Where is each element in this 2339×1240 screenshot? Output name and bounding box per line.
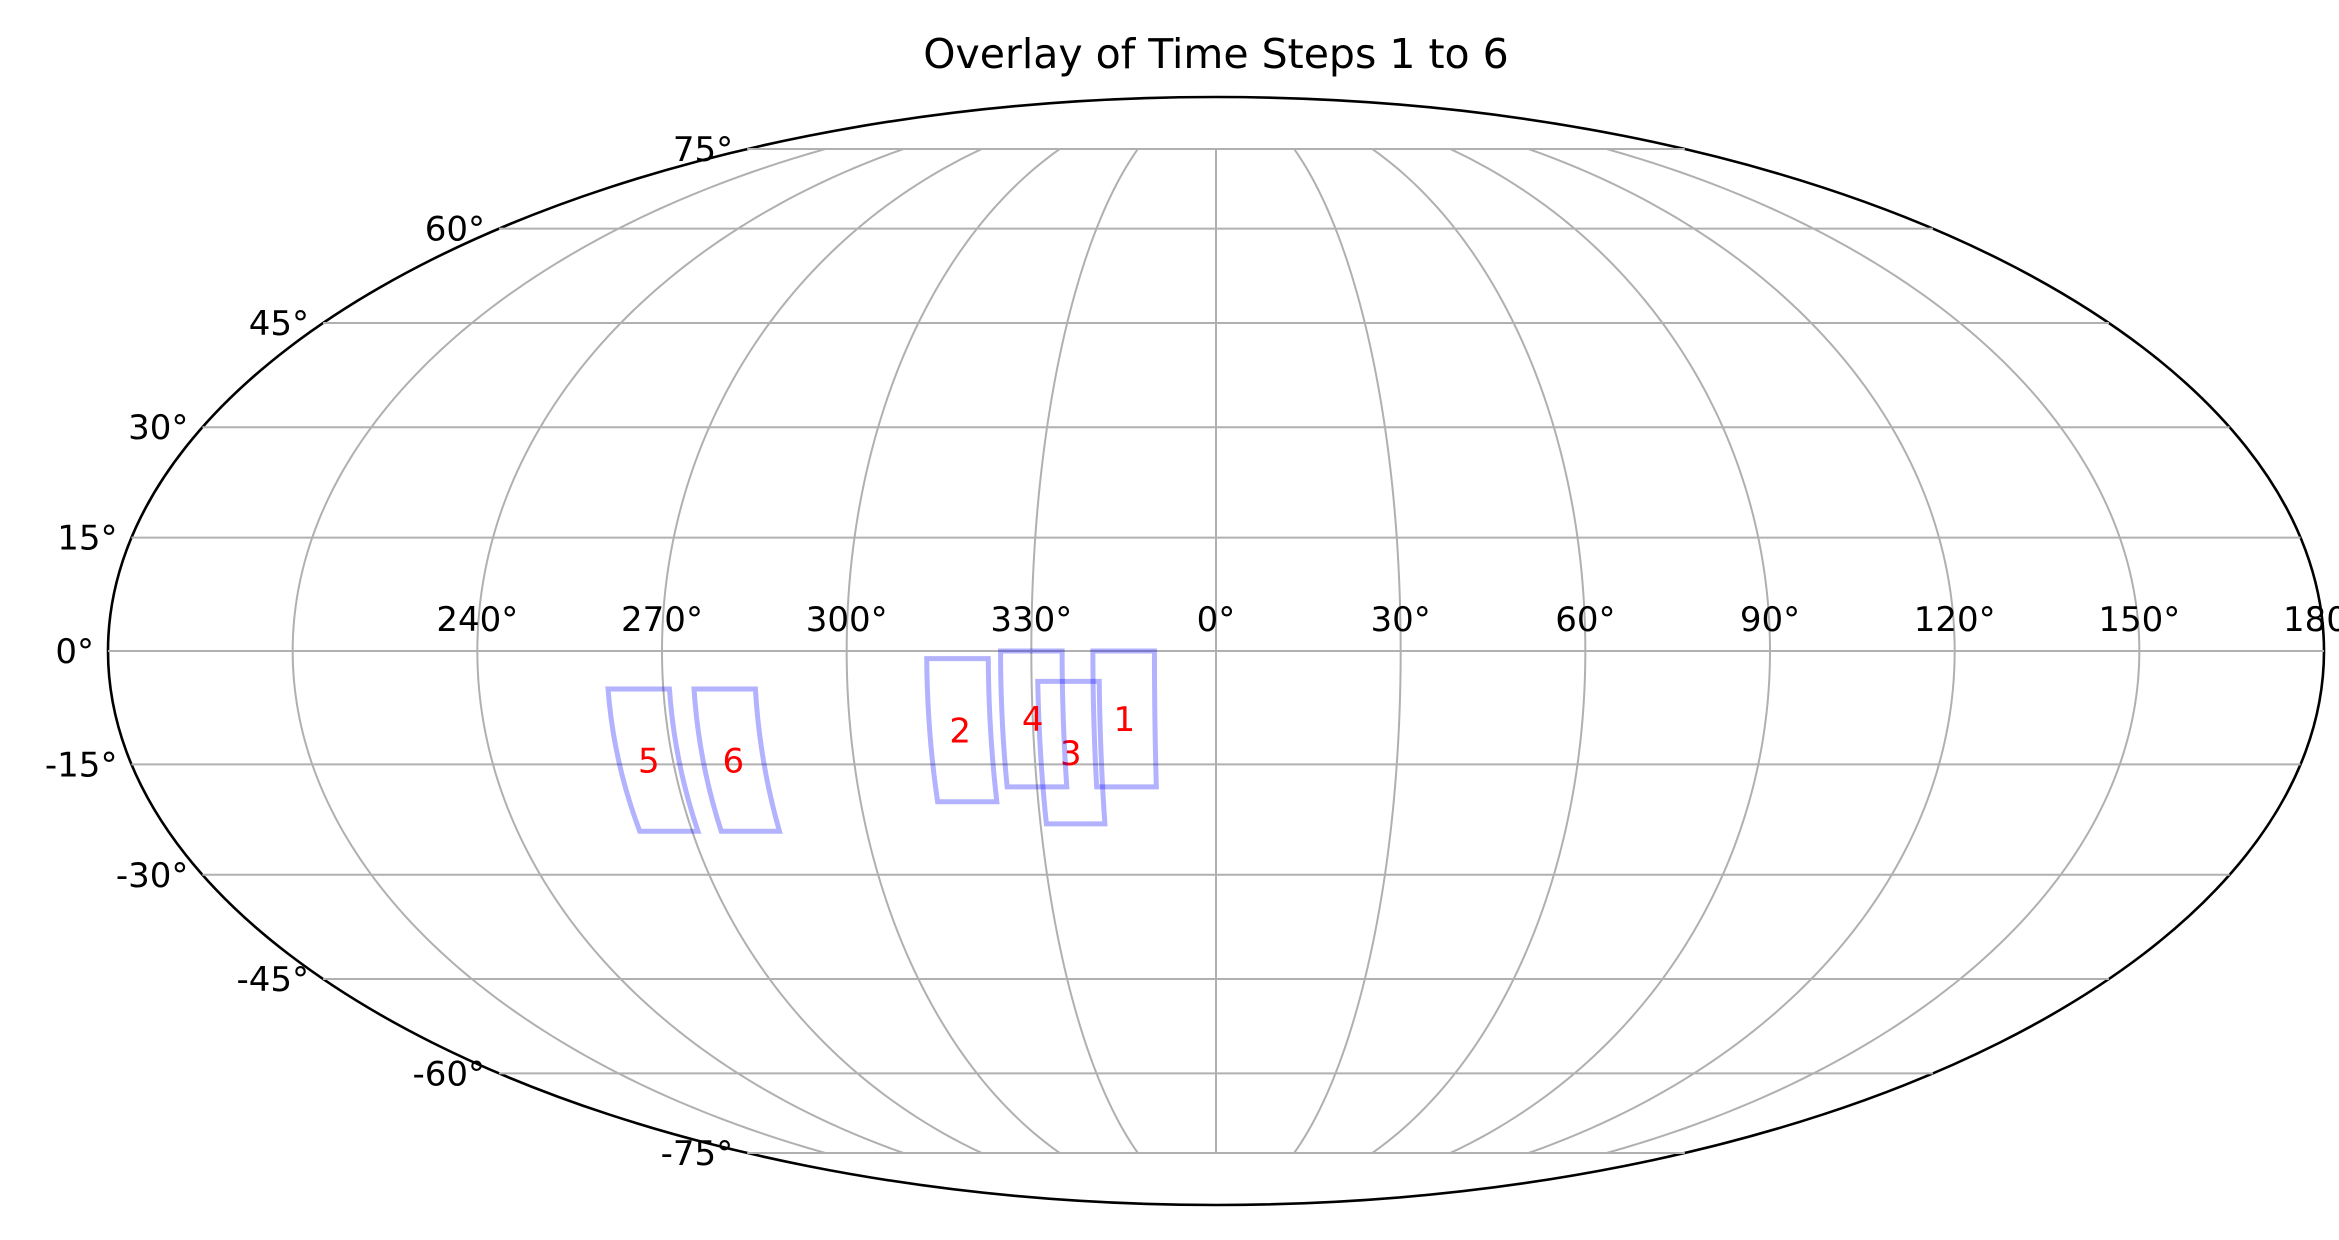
footprints: 1 2 34 5 6 (605, 648, 1159, 834)
graticule (106, 95, 2326, 1207)
x-tick-label: 60° (1555, 600, 1615, 640)
y-tick-label: -60° (412, 1054, 485, 1094)
y-tick-label: -30° (116, 856, 189, 896)
x-tick-label: 330° (990, 600, 1072, 640)
x-tick-label: 0° (1197, 600, 1236, 640)
footprint-3 (1035, 678, 1108, 827)
tick-labels: 240°270°300°330°0°30°60°90°120°150°180°7… (45, 130, 2339, 1174)
chart-title: Overlay of Time Steps 1 to 6 (923, 30, 1509, 78)
footprint-4 (998, 648, 1070, 790)
meridian-line (291, 148, 826, 1154)
x-tick-label: 270° (621, 600, 703, 640)
y-tick-label: 15° (57, 519, 117, 559)
footprint-label-6: 6 (722, 742, 744, 782)
y-tick-label: -75° (661, 1134, 734, 1174)
meridian-line (1449, 148, 1772, 1154)
meridian-line (660, 148, 983, 1154)
footprint-label-5: 5 (638, 742, 660, 782)
y-tick-label: 0° (55, 632, 94, 672)
meridian-line (1293, 148, 1402, 1154)
y-tick-label: 45° (249, 304, 309, 344)
y-tick-label: -45° (237, 960, 310, 1000)
y-tick-label: 30° (128, 408, 188, 448)
footprint-label-1: 1 (1114, 700, 1136, 740)
x-tick-label: 300° (806, 600, 888, 640)
footprint-1 (1090, 648, 1159, 790)
x-tick-label: 30° (1371, 600, 1431, 640)
x-tick-label: 240° (436, 600, 518, 640)
footprint-2 (924, 656, 1000, 805)
footprint-5 (605, 686, 702, 834)
meridian-line (476, 148, 904, 1154)
meridian-line (845, 148, 1061, 1154)
meridian-line (1528, 148, 1956, 1154)
x-tick-label: 150° (2098, 600, 2180, 640)
x-tick-label: 180° (2283, 600, 2339, 640)
meridian-line (1030, 148, 1139, 1154)
footprint-label-3: 3 (1060, 734, 1082, 774)
meridian-line (1606, 148, 2141, 1154)
footprint-label-4: 4 (1022, 700, 1044, 740)
y-tick-label: 75° (673, 130, 733, 170)
footprint-6 (691, 686, 783, 834)
x-tick-label: 90° (1740, 600, 1800, 640)
y-tick-label: -15° (45, 745, 118, 785)
footprint-label-2: 2 (949, 712, 971, 752)
y-tick-label: 60° (425, 210, 485, 250)
meridian-line (1371, 148, 1587, 1154)
x-tick-label: 120° (1914, 600, 1996, 640)
